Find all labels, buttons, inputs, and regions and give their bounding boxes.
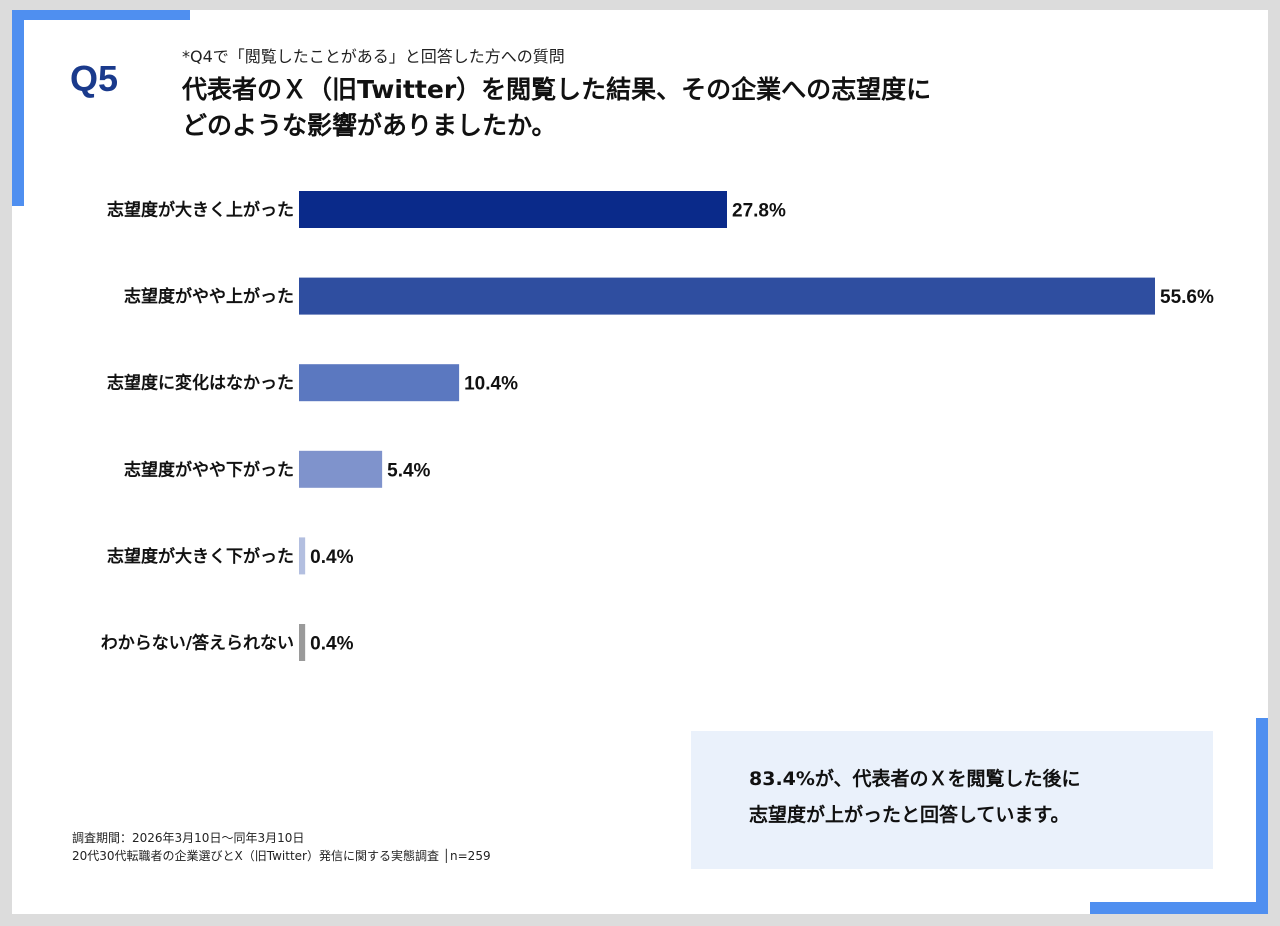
accent-bar-right [1256, 718, 1268, 914]
bar-2 [299, 277, 1155, 315]
survey-title: 20代30代転職者の企業選びとX（旧Twitter）発信に関する実態調査 │n=… [72, 849, 491, 863]
value-label-6: 0.4% [310, 634, 353, 655]
question-number: Q5 [70, 58, 119, 99]
question-title-line-1: 代表者のＸ（旧Twitter）を閲覧した結果、その企業への志望度に [182, 75, 932, 104]
value-label-4: 5.4% [387, 460, 430, 481]
question-title-line-2: どのような影響がありましたか。 [182, 111, 557, 140]
bar-6 [299, 624, 306, 661]
summary-line-2: 志望度が上がったと回答しています。 [749, 804, 1070, 826]
summary-line-1: 83.4%が、代表者のＸを閲覧した後に [749, 768, 1081, 790]
category-label-2: 志望度がやや上がった [124, 286, 294, 307]
value-label-5: 0.4% [310, 547, 353, 568]
accent-bar-left [12, 10, 24, 206]
bar-3 [299, 364, 460, 402]
category-label-6: わからない/答えられない [101, 633, 294, 654]
survey-footnote: 調査期間：2026年3月10日～同年3月10日 20代30代転職者の企業選びとX… [72, 829, 491, 865]
category-label-4: 志望度がやや下がった [124, 459, 294, 480]
accent-bar-bottom-right [1090, 902, 1268, 914]
bar-chart: 志望度が大きく上がった 27.8% 志望度がやや上がった 55.6% 志望度に変化はなか… [100, 191, 1214, 661]
bar-4 [299, 450, 383, 488]
bar-1 [299, 191, 727, 228]
category-label-5: 志望度が大きく下がった [107, 546, 294, 567]
summary-callout-text: 83.4%が、代表者のＸを閲覧した後に 志望度が上がったと回答しています。 [749, 761, 1081, 833]
summary-callout: 83.4%が、代表者のＸを閲覧した後に 志望度が上がったと回答しています。 [691, 731, 1213, 869]
accent-bar-top-left [12, 10, 190, 20]
category-label-1: 志望度が大きく上がった [107, 200, 294, 221]
value-label-3: 10.4% [464, 374, 518, 395]
category-label-3: 志望度に変化はなかった [107, 373, 294, 394]
question-subnote: *Q4で「閲覧したことがある」と回答した方への質問 [182, 47, 565, 66]
survey-period: 調査期間：2026年3月10日～同年3月10日 [72, 831, 305, 845]
question-title: 代表者のＸ（旧Twitter）を閲覧した結果、その企業への志望度に どのような影… [182, 72, 1082, 144]
value-label-1: 27.8% [732, 201, 786, 222]
value-label-2: 55.6% [1160, 287, 1214, 308]
bar-5 [299, 537, 306, 575]
